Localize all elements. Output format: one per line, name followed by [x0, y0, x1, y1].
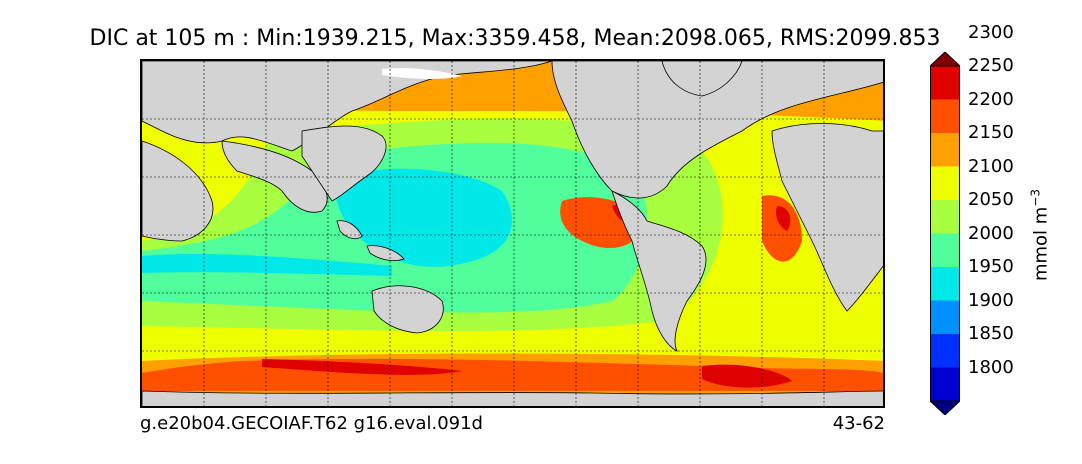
colorbar-segment	[930, 367, 960, 401]
land-north-america	[551, 61, 883, 199]
colorbar-units: mmol m−3	[1028, 188, 1052, 282]
ocean-band-indian	[142, 254, 392, 276]
colorbar-segment	[930, 166, 960, 200]
colorbar-tick-label: 2050	[968, 189, 1014, 210]
colorbar-tick-label: 2150	[968, 122, 1014, 143]
land-new-guinea	[366, 245, 405, 261]
colorbar-segment	[930, 200, 960, 234]
colorbar-extend-high	[930, 52, 960, 67]
sea-ice	[382, 68, 462, 79]
colorbar	[930, 52, 960, 415]
land-antarctica	[142, 390, 883, 406]
colorbar-segment	[930, 133, 960, 167]
colorbar-tick-label: 1950	[968, 256, 1014, 277]
plot-title: DIC at 105 m : Min:1939.215, Max:3359.45…	[89, 26, 941, 51]
map-svg	[142, 61, 883, 406]
colorbar-tick-label: 2250	[968, 55, 1014, 76]
colorbar-tick-label: 2100	[968, 155, 1014, 177]
colorbar-tick-label: 2300	[968, 21, 1014, 43]
colorbar-tick-label: 1800	[968, 356, 1014, 378]
ocean-band-2200-2250-atlantic	[762, 195, 802, 262]
land-borneo	[336, 220, 363, 240]
ocean-band-2250-2300-atlantic	[776, 206, 791, 231]
land-south-america	[611, 190, 707, 352]
land-greenland	[661, 61, 743, 97]
ocean-band-southern-high	[262, 359, 462, 375]
ocean-band-southern-high-2	[702, 364, 792, 388]
colorbar-tick-label: 1850	[968, 323, 1014, 344]
land-africa-west	[142, 140, 214, 242]
colorbar-tick-label: 2200	[968, 88, 1014, 110]
colorbar-segment	[930, 267, 960, 301]
colorbar-segment	[930, 300, 960, 334]
run-id-label: g.e20b04.GECOIAF.T62 g16.eval.091d	[140, 413, 483, 434]
colorbar-tick-label: 1900	[968, 289, 1014, 311]
ocean-band-1950-2000	[335, 168, 512, 267]
graticule	[142, 61, 883, 406]
colorbar-segment	[930, 66, 960, 100]
land-east-asia	[301, 125, 387, 202]
colorbar-segment	[930, 99, 960, 133]
colorbar-extend-low	[930, 400, 960, 415]
land-india	[221, 140, 328, 213]
colorbar-segment	[930, 334, 960, 368]
land-africa	[771, 123, 883, 312]
ocean-map	[140, 59, 885, 408]
colorbar-segment	[930, 233, 960, 267]
colorbar-tick-label: 2000	[968, 222, 1014, 244]
year-range-label: 43-62	[832, 413, 885, 434]
